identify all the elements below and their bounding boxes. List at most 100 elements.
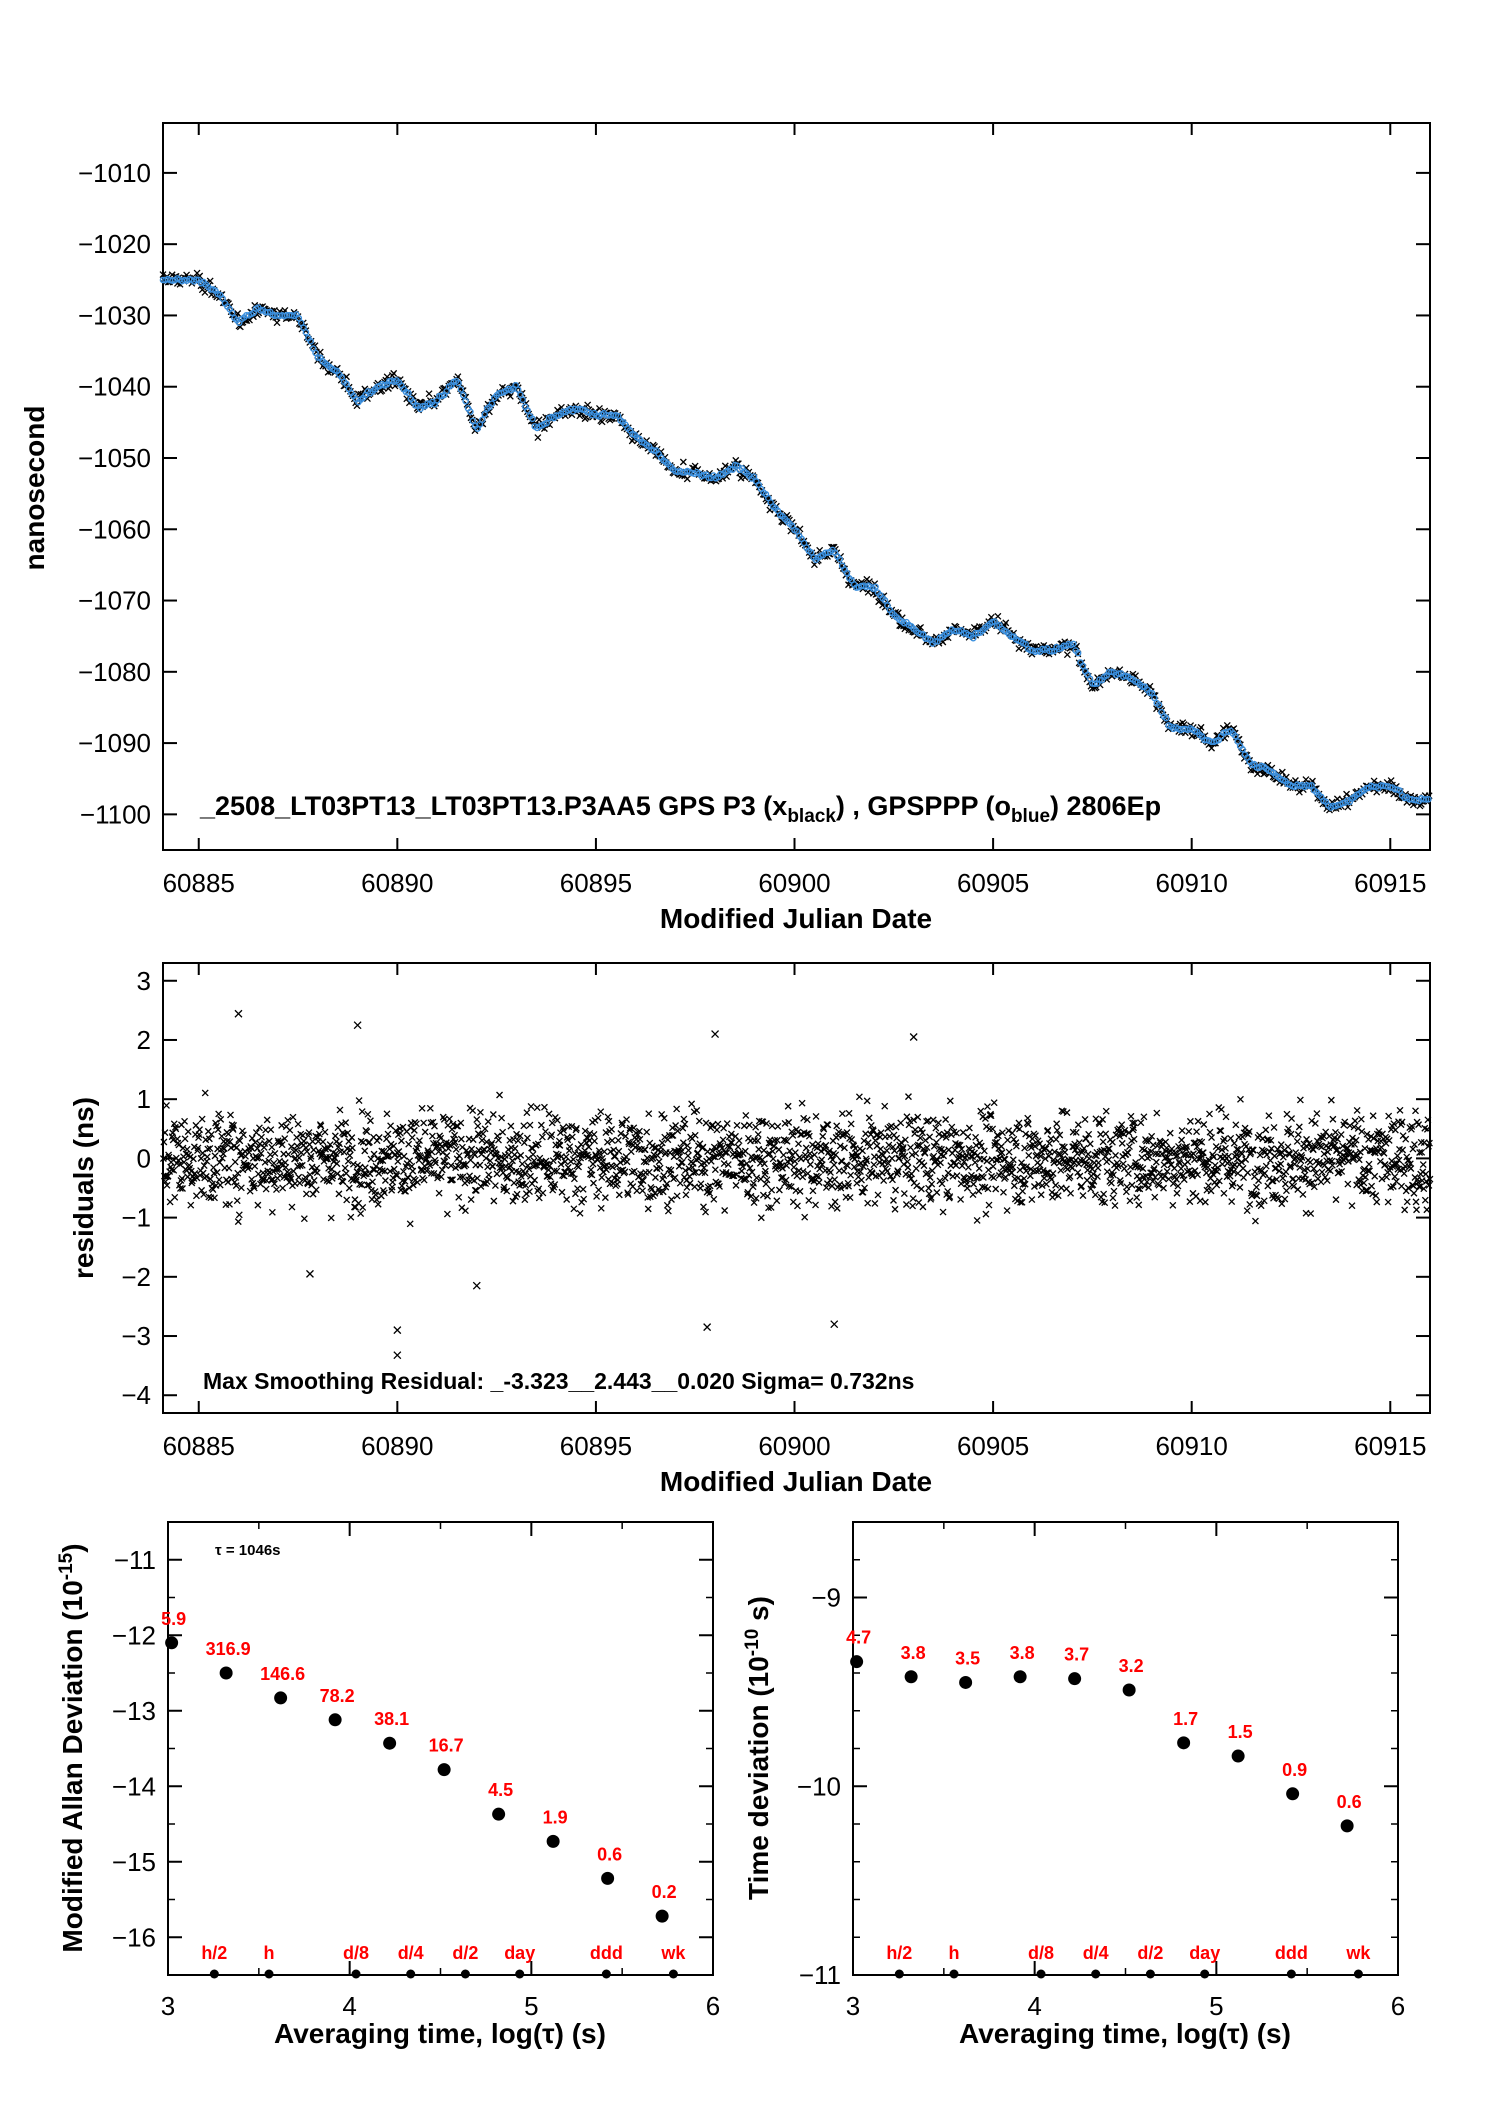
residual-point — [332, 1138, 340, 1146]
residual-point — [1201, 1198, 1209, 1206]
residual-point — [1413, 1206, 1420, 1214]
phase-point-o — [405, 389, 412, 397]
residual-point — [762, 1180, 770, 1188]
residual-point — [660, 1114, 668, 1122]
residuals-x-tick-label: 60905 — [957, 1431, 1029, 1461]
phase-point-o — [314, 354, 322, 361]
allan-deviation-chart: 3 4 5 6 −11 −12 −13 −14 −15 −16 5.9 316.9 146.6 78.2 3… — [56, 1521, 720, 2049]
residual-point — [781, 1180, 789, 1188]
residual-point — [469, 1107, 477, 1114]
residual-point — [1051, 1148, 1059, 1156]
residual-point — [1066, 1173, 1074, 1180]
residual-point — [901, 1136, 909, 1144]
residual-point — [846, 1194, 854, 1202]
tdev-data-point — [1231, 1749, 1245, 1763]
residual-point — [678, 1147, 686, 1155]
residual-point — [846, 1135, 854, 1142]
phase-point-o — [872, 583, 879, 591]
time-deviation-chart: 3 4 5 6 −9 −10 −11 4.7 3.8 3.5 3.8 3.7 3.2 1.7 1.5 0.9 0… — [742, 1521, 1405, 2049]
tdev-data-point — [1122, 1683, 1136, 1697]
residual-point — [735, 1137, 743, 1145]
residual-point — [344, 1157, 352, 1165]
residual-point — [643, 1154, 651, 1162]
residual-point — [767, 1203, 775, 1211]
residual-point — [361, 1164, 369, 1172]
residual-point — [610, 1146, 618, 1154]
phase-point-o — [931, 638, 939, 645]
residual-point — [785, 1118, 793, 1126]
residual-point — [679, 1139, 687, 1147]
phase-point-o — [519, 396, 527, 404]
residual-point — [451, 1131, 459, 1139]
residual-point — [866, 1143, 874, 1151]
residual-point — [1110, 1187, 1118, 1195]
residual-point — [1061, 1148, 1069, 1156]
residual-point — [522, 1181, 530, 1189]
residual-point — [623, 1158, 631, 1166]
phase-y-tick-label: −1090 — [78, 728, 151, 758]
allan-interval-label: wk — [660, 1943, 686, 1963]
residual-point — [1124, 1149, 1132, 1157]
residual-point — [702, 1208, 710, 1216]
residual-point — [891, 1147, 898, 1155]
phase-point-x — [534, 434, 542, 442]
residual-point — [934, 1119, 942, 1127]
residual-point — [491, 1182, 499, 1189]
residual-point — [409, 1181, 417, 1189]
residual-point — [868, 1170, 876, 1178]
residual-point — [1369, 1112, 1377, 1120]
residual-point — [239, 1131, 247, 1139]
residual-point — [897, 1138, 905, 1146]
allan-interval-label: h — [264, 1943, 275, 1963]
residual-point — [785, 1182, 793, 1190]
residual-point — [384, 1130, 392, 1138]
allan-data-point — [383, 1736, 397, 1750]
residual-point — [497, 1153, 505, 1161]
residual-point — [1089, 1170, 1097, 1178]
residual-point — [983, 1157, 991, 1165]
residual-point — [723, 1120, 731, 1128]
residual-point — [331, 1132, 339, 1140]
phase-point-o — [529, 415, 536, 423]
residual-point — [162, 1173, 170, 1181]
phase-point-x — [596, 404, 603, 412]
residual-point — [293, 1142, 301, 1150]
residual-point — [279, 1184, 287, 1192]
residual-point — [257, 1149, 265, 1157]
residual-point — [479, 1130, 487, 1138]
residual-point — [1004, 1136, 1012, 1144]
residual-point — [953, 1129, 960, 1137]
residual-point — [1056, 1131, 1064, 1139]
residual-point — [453, 1122, 461, 1130]
residual-point — [467, 1156, 475, 1164]
residual-point — [752, 1194, 760, 1202]
residual-point — [427, 1169, 435, 1177]
residual-point — [553, 1116, 561, 1124]
residual-point — [1025, 1151, 1033, 1159]
residual-point — [889, 1143, 897, 1151]
residual-point — [594, 1114, 602, 1122]
residual-point — [525, 1165, 533, 1173]
residual-point — [1288, 1115, 1296, 1123]
residual-point — [213, 1168, 221, 1176]
residual-point — [527, 1102, 535, 1110]
phase-x-tick-label: 60890 — [361, 868, 433, 898]
phase-point-x — [159, 271, 167, 279]
residual-point — [769, 1155, 777, 1163]
residual-point — [1220, 1189, 1228, 1197]
residual-point — [1028, 1196, 1036, 1204]
residual-point — [1325, 1144, 1333, 1152]
residual-point — [381, 1177, 389, 1184]
residual-point — [742, 1111, 750, 1119]
residual-point — [1109, 1171, 1117, 1179]
residual-point — [1190, 1150, 1197, 1158]
residual-point — [804, 1170, 812, 1178]
residual-point — [618, 1121, 626, 1129]
residual-point — [838, 1110, 846, 1118]
residual-point — [169, 1129, 177, 1137]
residual-point — [1329, 1115, 1337, 1123]
residual-point — [1391, 1126, 1399, 1134]
allan-interval-label: day — [504, 1943, 535, 1963]
residual-point — [178, 1175, 186, 1182]
residual-point — [1193, 1128, 1201, 1136]
